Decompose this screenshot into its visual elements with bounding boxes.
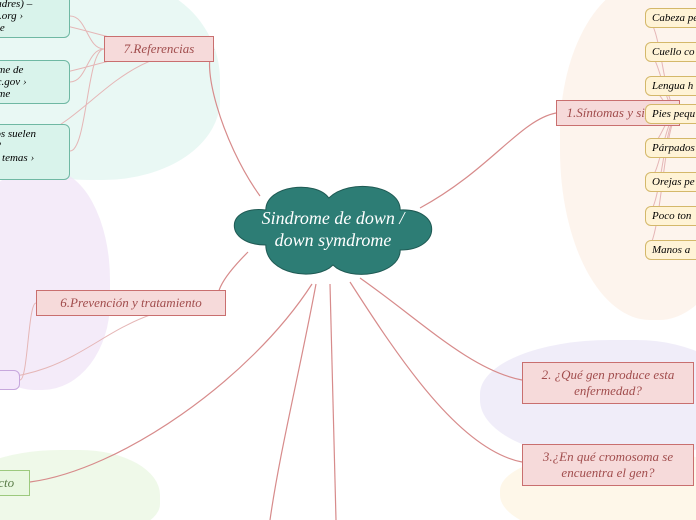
mindmap-canvas: Sindrome de down / down symdrome1.Síntom… — [0, 0, 696, 520]
edge — [420, 113, 556, 208]
child-label: ndrome de w.cdc.gov › ndrome — [0, 64, 27, 100]
child-node[interactable]: Cabeza pe — [645, 8, 696, 28]
child-label: Lengua h — [652, 80, 693, 92]
branch-node[interactable]: 3.¿En qué cromosoma se encuentra el gen? — [522, 444, 694, 486]
child-node[interactable]: Párpados — [645, 138, 696, 158]
branch-label: 3.¿En qué cromosoma se encuentra el gen? — [531, 449, 685, 481]
branch-node[interactable]: 6.Prevención y tratamiento — [36, 290, 226, 316]
child-node[interactable]: tornos suelen ome? gov › temas › ion — [0, 124, 70, 180]
child-node[interactable]: Orejas pe — [645, 172, 696, 192]
child-node[interactable]: Lengua h — [645, 76, 696, 96]
child-node[interactable]: Cuello co — [645, 42, 696, 62]
center-topic-label: Sindrome de down / down symdrome — [228, 208, 438, 251]
child-node[interactable]: ndrome de w.cdc.gov › ndrome — [0, 60, 70, 104]
child-label: tornos suelen ome? gov › temas › ion — [0, 128, 36, 176]
child-label: Cabeza pe — [652, 12, 696, 24]
branch-node[interactable]: 7.Referencias — [104, 36, 214, 62]
branch-label: 2. ¿Qué gen produce esta enfermedad? — [531, 367, 685, 399]
child-label: Orejas pe — [652, 176, 695, 188]
child-label: Párpados — [652, 142, 695, 154]
edge — [330, 284, 336, 520]
branch-label: pecto — [0, 475, 14, 491]
child-label: Pies pequ — [652, 108, 695, 120]
child-node[interactable]: Poco ton — [645, 206, 696, 226]
child-label: Poco ton — [652, 210, 691, 222]
child-label: ra Padres) – ealth.org › drome — [0, 0, 32, 34]
child-label: Manos a — [652, 244, 690, 256]
child-node[interactable]: abla — [0, 370, 20, 390]
child-node[interactable]: ra Padres) – ealth.org › drome — [0, 0, 70, 38]
edge — [270, 284, 316, 520]
branch-label: 6.Prevención y tratamiento — [60, 295, 201, 311]
child-node[interactable]: Pies pequ — [645, 104, 696, 124]
child-label: Cuello co — [652, 46, 694, 58]
bg-region — [0, 170, 110, 390]
edge — [360, 278, 522, 380]
branch-node[interactable]: 2. ¿Qué gen produce esta enfermedad? — [522, 362, 694, 404]
center-topic[interactable]: Sindrome de down / down symdrome — [228, 180, 438, 280]
child-node[interactable]: Manos a — [645, 240, 696, 260]
branch-node[interactable]: pecto — [0, 470, 30, 496]
branch-label: 7.Referencias — [124, 41, 195, 57]
